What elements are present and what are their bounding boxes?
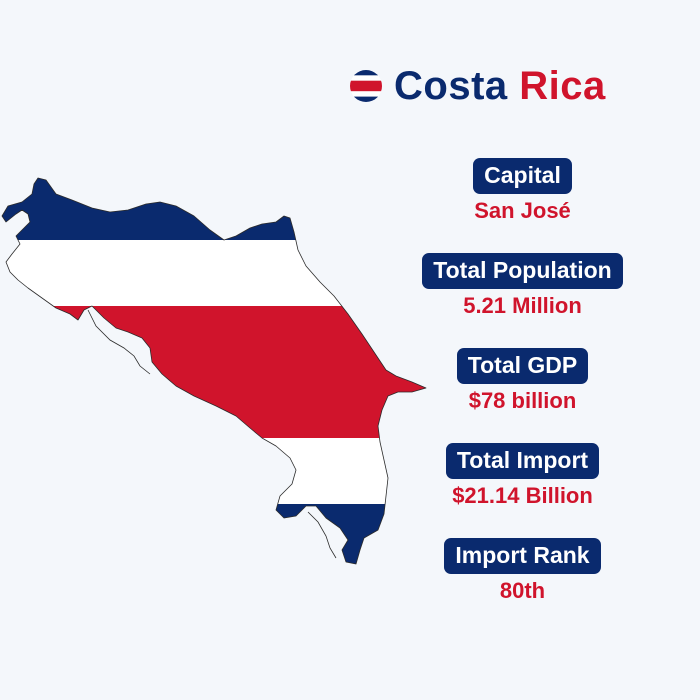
stat-label: Capital <box>473 158 572 194</box>
stat-capital: Capital San José <box>395 158 650 253</box>
stat-value: $21.14 Billion <box>452 483 593 508</box>
stat-label: Import Rank <box>444 538 601 574</box>
stat-total-population: Total Population 5.21 Million <box>395 253 650 348</box>
page-title: Costa Rica <box>350 58 606 114</box>
costa-rica-flag-icon <box>350 70 382 102</box>
stat-value: 80th <box>499 578 546 603</box>
stat-import-rank: Import Rank 80th <box>395 538 650 633</box>
title-word-rica: Rica <box>519 64 606 108</box>
stat-value: $78 billion <box>468 388 577 413</box>
stat-label: Total Population <box>422 253 623 289</box>
stat-total-gdp: Total GDP $78 billion <box>395 348 650 443</box>
stat-value: San José <box>474 198 571 223</box>
stat-value: 5.21 Million <box>463 293 582 318</box>
stat-label: Total Import <box>445 443 600 479</box>
title-text: Costa Rica <box>394 66 606 106</box>
title-word-costa: Costa <box>394 64 508 108</box>
stats-panel: Capital San José Total Population 5.21 M… <box>395 158 650 633</box>
stat-total-import: Total Import $21.14 Billion <box>395 443 650 538</box>
costa-rica-map-flag-icon <box>0 170 430 585</box>
stat-label: Total GDP <box>456 348 589 384</box>
